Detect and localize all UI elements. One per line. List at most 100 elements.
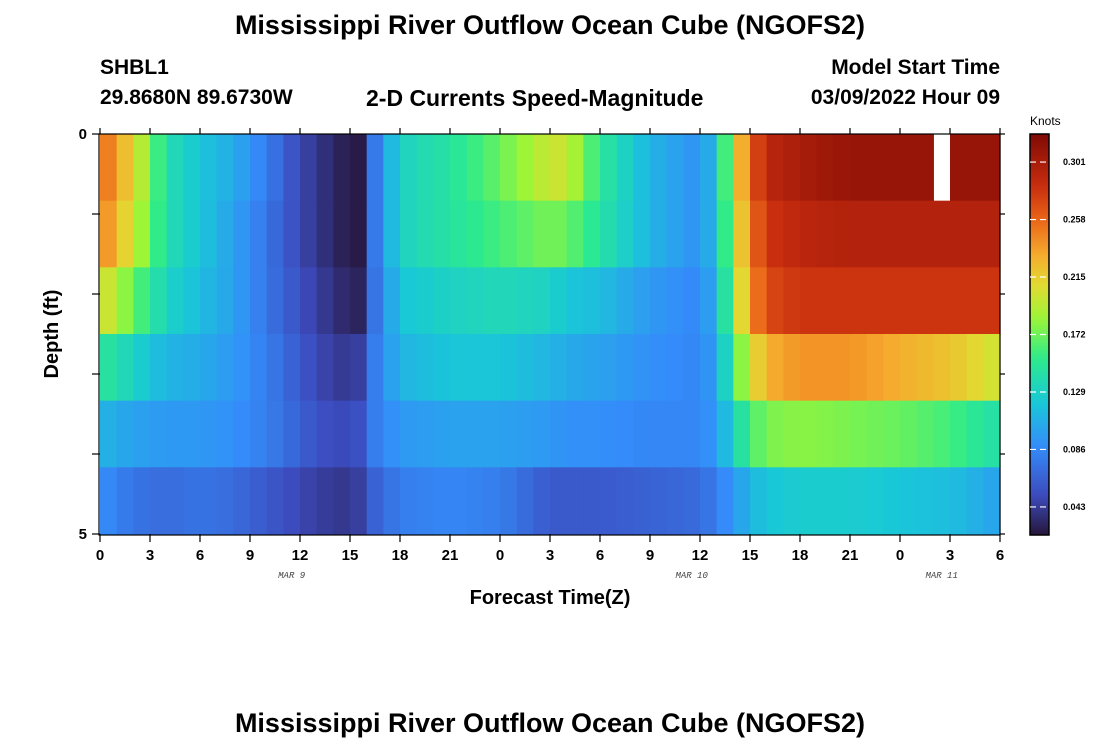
heatmap-cell <box>950 200 968 268</box>
heatmap-cell <box>333 467 351 535</box>
heatmap-cell <box>416 334 434 402</box>
heatmap-cell <box>166 134 184 202</box>
heatmap-cell <box>483 334 501 402</box>
heatmap-cell <box>800 467 818 535</box>
heatmap-cell <box>550 400 568 468</box>
x-tick-label: 0 <box>896 547 904 564</box>
heatmap-cell <box>500 467 518 535</box>
heatmap-cell <box>500 400 518 468</box>
heatmap-cell <box>700 267 718 335</box>
heatmap-cell <box>700 467 718 535</box>
x-tick-label: 6 <box>596 547 604 564</box>
heatmap-cell <box>733 334 751 402</box>
heatmap-cell <box>583 467 601 535</box>
heatmap-cell <box>950 134 968 202</box>
heatmap-cell <box>600 134 618 202</box>
heatmap-cell <box>266 400 284 468</box>
heatmap-cell <box>400 467 418 535</box>
heatmap-cell <box>900 334 918 402</box>
x-tick-label: 0 <box>496 547 504 564</box>
heatmap-cell <box>866 467 884 535</box>
heatmap-cell <box>133 200 151 268</box>
station-coords: 29.8680N 89.6730W <box>100 86 293 109</box>
heatmap-cell <box>733 267 751 335</box>
heatmap-cell <box>100 200 118 268</box>
heatmap-cell <box>900 267 918 335</box>
heatmap-cell <box>516 400 534 468</box>
heatmap-cell <box>850 267 868 335</box>
heatmap-cell <box>750 200 768 268</box>
heatmap-cell <box>200 134 218 202</box>
heatmap-cell <box>100 467 118 535</box>
colorbar-tick-label: 0.301 <box>1063 157 1086 167</box>
heatmap-cell <box>866 134 884 202</box>
heatmap-cell <box>433 467 451 535</box>
heatmap-cell <box>683 267 701 335</box>
heatmap-cell <box>833 467 851 535</box>
footer-title: Mississippi River Outflow Ocean Cube (NG… <box>234 708 866 738</box>
heatmap-cell <box>833 267 851 335</box>
heatmap-cell <box>416 200 434 268</box>
heatmap-cell <box>250 267 268 335</box>
heatmap-cell <box>633 200 651 268</box>
x-tick-label: 12 <box>692 547 709 564</box>
x-axis-title: Forecast Time(Z) <box>470 587 631 609</box>
heatmap-cell <box>316 200 334 268</box>
heatmap-cell <box>416 134 434 202</box>
heatmap-cell <box>916 334 934 402</box>
heatmap-cell <box>483 267 501 335</box>
heatmap-cell <box>916 134 934 202</box>
heatmap-cell <box>200 200 218 268</box>
heatmap-cell <box>166 334 184 402</box>
x-date-label: MAR 10 <box>675 571 708 581</box>
heatmap-cell <box>150 134 168 202</box>
heatmap-cell <box>983 334 1001 402</box>
heatmap-cell <box>433 334 451 402</box>
heatmap-cell <box>533 267 551 335</box>
heatmap-cell <box>966 334 984 402</box>
heatmap-cell <box>600 400 618 468</box>
heatmap-cell <box>483 134 501 202</box>
heatmap-cell <box>466 467 484 535</box>
heatmap-cell <box>683 334 701 402</box>
heatmap-cell <box>733 400 751 468</box>
heatmap-cell <box>633 134 651 202</box>
heatmap-cell <box>983 400 1001 468</box>
heatmap-cell <box>750 400 768 468</box>
heatmap-cell <box>900 200 918 268</box>
heatmap-cell <box>633 467 651 535</box>
heatmap-cell <box>233 267 251 335</box>
heatmap-cell <box>600 267 618 335</box>
heatmap-cell <box>183 134 201 202</box>
heatmap-cell <box>816 200 834 268</box>
heatmap-cell <box>116 467 134 535</box>
heatmap-cell <box>666 467 684 535</box>
heatmap-cell <box>583 400 601 468</box>
heatmap-cell <box>900 134 918 202</box>
heatmap-cell <box>550 267 568 335</box>
heatmap-cell <box>850 134 868 202</box>
heatmap-cell <box>783 267 801 335</box>
heatmap-cell <box>766 467 784 535</box>
x-tick-label: 21 <box>442 547 459 564</box>
heatmap-cell <box>183 200 201 268</box>
heatmap-cell <box>833 334 851 402</box>
x-tick-label: 9 <box>646 547 654 564</box>
heatmap-cell <box>366 467 384 535</box>
heatmap-cell <box>266 200 284 268</box>
heatmap-cell <box>950 267 968 335</box>
heatmap-cell <box>283 400 301 468</box>
heatmap-cell <box>433 400 451 468</box>
heatmap-cell <box>250 134 268 202</box>
heatmap-cell <box>650 200 668 268</box>
heatmap-cell <box>866 267 884 335</box>
heatmap-cell <box>650 267 668 335</box>
heatmap-cell <box>966 200 984 268</box>
heatmap-cell <box>916 267 934 335</box>
heatmap-cell <box>550 200 568 268</box>
heatmap-cell <box>783 334 801 402</box>
x-tick-label: 18 <box>792 547 809 564</box>
heatmap-cell <box>983 200 1001 268</box>
heatmap-cell <box>300 467 318 535</box>
heatmap-cell <box>666 267 684 335</box>
